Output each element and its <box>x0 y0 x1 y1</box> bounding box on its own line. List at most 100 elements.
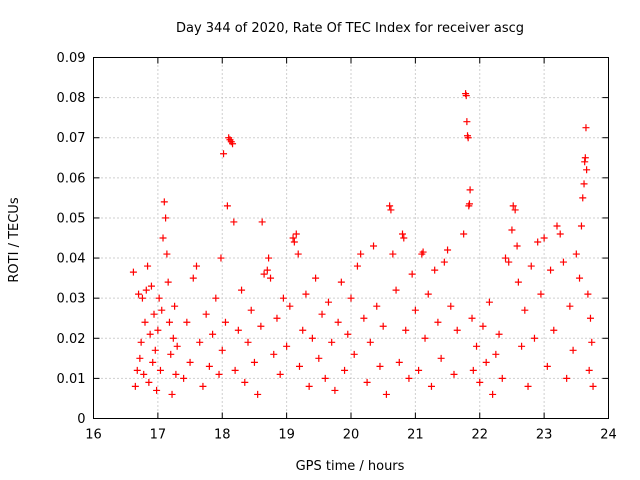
data-point <box>151 346 159 354</box>
data-point <box>421 334 429 342</box>
data-point <box>244 338 252 346</box>
data-point <box>294 250 302 258</box>
data-point <box>131 382 139 390</box>
data-point <box>408 270 416 278</box>
x-tick-label: 16 <box>85 428 102 443</box>
data-point <box>495 330 503 338</box>
data-point <box>402 326 410 334</box>
data-point <box>221 318 229 326</box>
x-tick-label: 23 <box>536 428 553 443</box>
data-point <box>230 218 238 226</box>
data-point <box>144 262 152 270</box>
data-point <box>137 338 145 346</box>
y-tick-label: 0.01 <box>57 372 86 387</box>
data-point <box>576 274 584 282</box>
data-point <box>566 302 574 310</box>
data-point <box>212 294 220 302</box>
data-point <box>312 274 320 282</box>
data-points <box>129 90 597 398</box>
data-point <box>563 374 571 382</box>
data-point <box>530 334 538 342</box>
data-point <box>357 250 365 258</box>
data-point <box>250 358 258 366</box>
y-axis-label: ROTI / TECUs <box>7 197 22 282</box>
data-point <box>305 382 313 390</box>
data-point <box>218 346 226 354</box>
data-point <box>138 294 146 302</box>
data-point <box>415 366 423 374</box>
data-point <box>140 370 148 378</box>
data-point <box>479 322 487 330</box>
data-point <box>411 306 419 314</box>
data-point <box>581 158 589 166</box>
data-point <box>142 286 150 294</box>
data-point <box>577 222 585 230</box>
data-point <box>344 330 352 338</box>
data-point <box>217 254 225 262</box>
data-point <box>553 222 561 230</box>
x-axis-label: GPS time / hours <box>296 459 405 474</box>
data-point <box>399 230 406 238</box>
data-point <box>569 346 577 354</box>
data-point <box>183 318 191 326</box>
data-point <box>302 290 310 298</box>
data-point <box>588 338 596 346</box>
data-point <box>485 298 493 306</box>
data-point <box>260 270 268 278</box>
grid <box>93 57 609 419</box>
data-point <box>382 390 390 398</box>
data-point <box>518 342 526 350</box>
data-point <box>363 378 371 386</box>
data-point <box>387 206 395 214</box>
data-point <box>167 350 175 358</box>
data-point <box>238 286 246 294</box>
data-point <box>466 186 474 194</box>
data-point <box>328 338 336 346</box>
data-point <box>193 262 200 270</box>
data-point <box>550 326 558 334</box>
data-point <box>450 370 458 378</box>
data-point <box>431 266 439 274</box>
data-point <box>468 314 476 322</box>
x-tick-label: 21 <box>407 428 424 443</box>
data-point <box>180 374 188 382</box>
data-point <box>509 202 517 210</box>
data-point <box>290 238 298 246</box>
data-point <box>582 124 590 132</box>
data-point <box>154 326 162 334</box>
data-point <box>395 358 403 366</box>
x-tick-label: 22 <box>471 428 488 443</box>
data-point <box>469 366 477 374</box>
data-point <box>460 230 468 238</box>
data-point <box>586 314 594 322</box>
data-point <box>400 234 408 242</box>
data-point <box>173 342 181 350</box>
data-point <box>318 310 326 318</box>
data-point <box>308 334 316 342</box>
y-tick-label: 0.03 <box>57 292 86 307</box>
data-point <box>129 268 137 276</box>
data-point <box>234 326 242 334</box>
data-point <box>296 362 303 370</box>
data-point <box>513 242 521 250</box>
data-point <box>514 278 522 286</box>
data-point <box>527 262 535 270</box>
data-point <box>331 386 339 394</box>
data-point <box>265 254 273 262</box>
data-point <box>502 254 509 262</box>
data-point <box>160 198 168 206</box>
data-point <box>172 370 180 378</box>
data-point <box>579 194 587 202</box>
data-point <box>324 298 332 306</box>
data-point <box>482 358 490 366</box>
data-point <box>135 290 143 298</box>
data-point <box>505 258 513 266</box>
data-point <box>547 266 555 274</box>
data-point <box>196 338 204 346</box>
data-point <box>164 278 172 286</box>
data-point <box>145 378 153 386</box>
data-point <box>589 382 597 390</box>
data-point <box>462 92 470 100</box>
y-tick-label: 0.02 <box>57 332 86 347</box>
data-point <box>186 358 194 366</box>
